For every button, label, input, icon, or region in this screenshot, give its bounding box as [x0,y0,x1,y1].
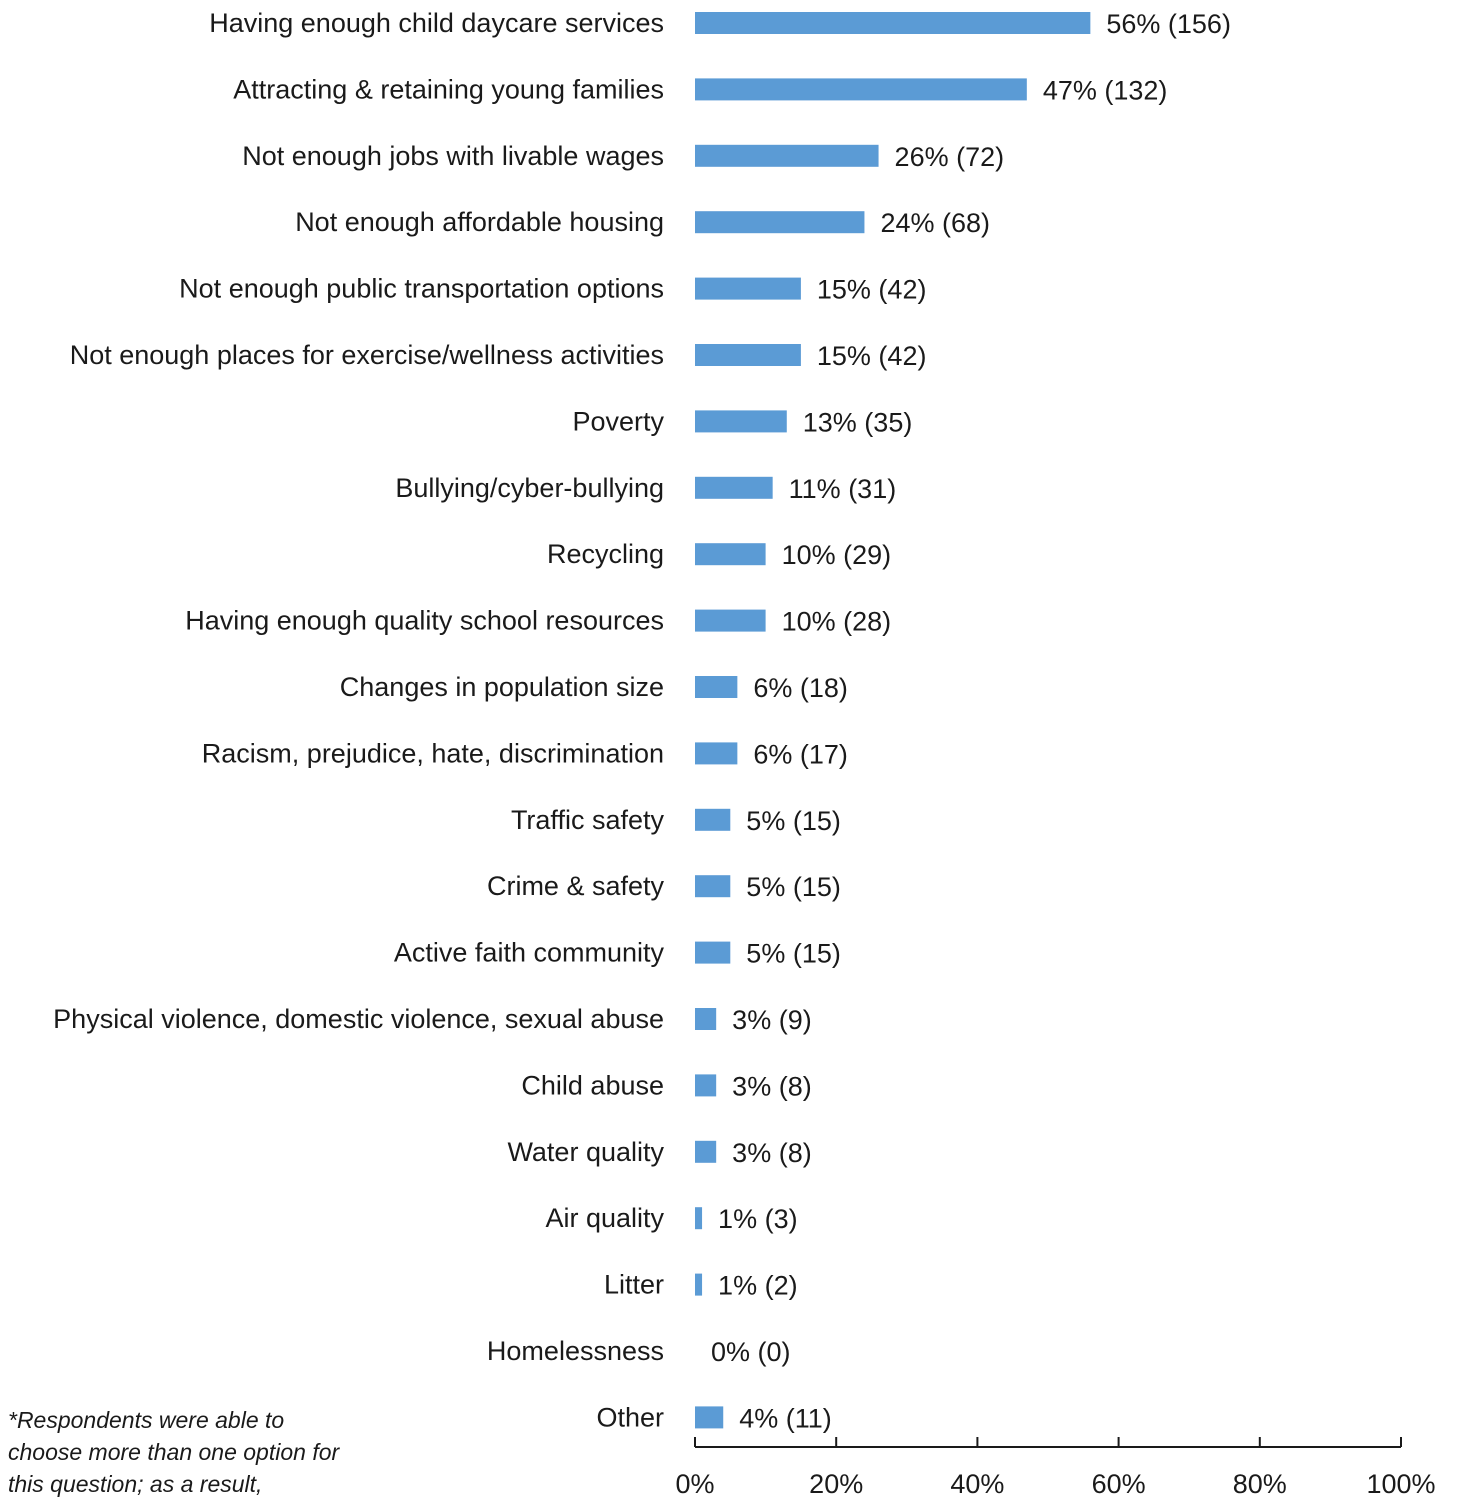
data-label: 3% (9) [732,1005,812,1035]
bar [695,1074,717,1097]
data-label: 6% (17) [753,739,848,769]
category-label: Water quality [507,1137,664,1167]
bar [695,1207,703,1230]
footnote: *Respondents were able to choose more th… [8,1407,340,1497]
category-label: Active faith community [394,938,665,968]
bar [695,543,766,566]
category-label: Bullying/cyber-bullying [395,473,664,503]
data-label: 13% (35) [803,407,913,437]
data-label: 6% (18) [753,673,848,703]
data-label: 1% (3) [718,1204,798,1234]
bar [695,875,731,898]
data-label: 24% (68) [880,208,990,238]
data-label: 11% (31) [789,474,897,504]
data-label: 0% (0) [711,1337,791,1367]
bar [695,144,879,167]
x-tick-label: 0% [675,1469,714,1499]
data-label: 1% (2) [718,1271,798,1301]
data-label: 56% (156) [1106,9,1231,39]
bar [695,1008,717,1030]
category-label: Traffic safety [511,805,665,835]
data-label: 10% (29) [782,540,892,570]
category-label: Air quality [545,1203,664,1233]
x-tick-label: 80% [1233,1469,1287,1499]
bar [695,211,865,234]
category-label: Recycling [547,539,664,569]
category-label: Not enough places for exercise/wellness … [70,340,664,370]
data-label: 15% (42) [817,341,927,371]
data-label: 10% (28) [782,607,892,637]
bar [695,941,731,964]
bars-group: Having enough child daycare services 56% … [53,8,1231,1433]
category-label: Attracting & retaining young families [233,74,664,104]
category-label: Not enough jobs with livable wages [242,141,664,171]
bar [695,277,801,300]
category-label: Having enough quality school resources [185,606,664,636]
bar [695,1406,724,1429]
bar [695,808,731,831]
data-label: 4% (11) [739,1403,832,1433]
bar [695,410,787,433]
bar [695,344,801,366]
bar [695,1140,717,1163]
bar [695,742,738,765]
category-label: Not enough affordable housing [295,207,664,237]
category-label: Homelessness [487,1336,664,1366]
category-label: Changes in population size [340,672,664,702]
category-label: Child abuse [521,1070,664,1100]
data-label: 5% (15) [746,939,841,969]
category-label: Having enough child daycare services [209,8,664,38]
data-label: 5% (15) [746,872,841,902]
category-label: Other [596,1402,664,1432]
data-label: 3% (8) [732,1138,812,1168]
data-label: 3% (8) [732,1071,812,1101]
x-tick-label: 40% [950,1469,1004,1499]
data-label: 26% (72) [895,142,1005,172]
x-axis: 0% 20% 40% 60% 80% 100% [675,1437,1436,1499]
category-label: Crime & safety [487,871,665,901]
bar [695,609,766,632]
x-tick-label: 100% [1366,1469,1435,1499]
category-label: Not enough public transportation options [179,274,664,304]
bar [695,1273,703,1296]
category-label: Physical violence, domestic violence, se… [53,1004,664,1034]
data-label: 5% (15) [746,806,841,836]
bar [695,12,1091,34]
x-tick-label: 20% [809,1469,863,1499]
category-label: Poverty [572,406,664,436]
data-label: 15% (42) [817,275,927,305]
bar [695,476,773,499]
data-label: 47% (132) [1043,75,1168,105]
category-label: Litter [604,1270,664,1300]
category-label: Racism, prejudice, hate, discrimination [202,738,664,768]
bar [695,78,1027,101]
x-tick-label: 60% [1092,1469,1146,1499]
bar [695,676,738,698]
